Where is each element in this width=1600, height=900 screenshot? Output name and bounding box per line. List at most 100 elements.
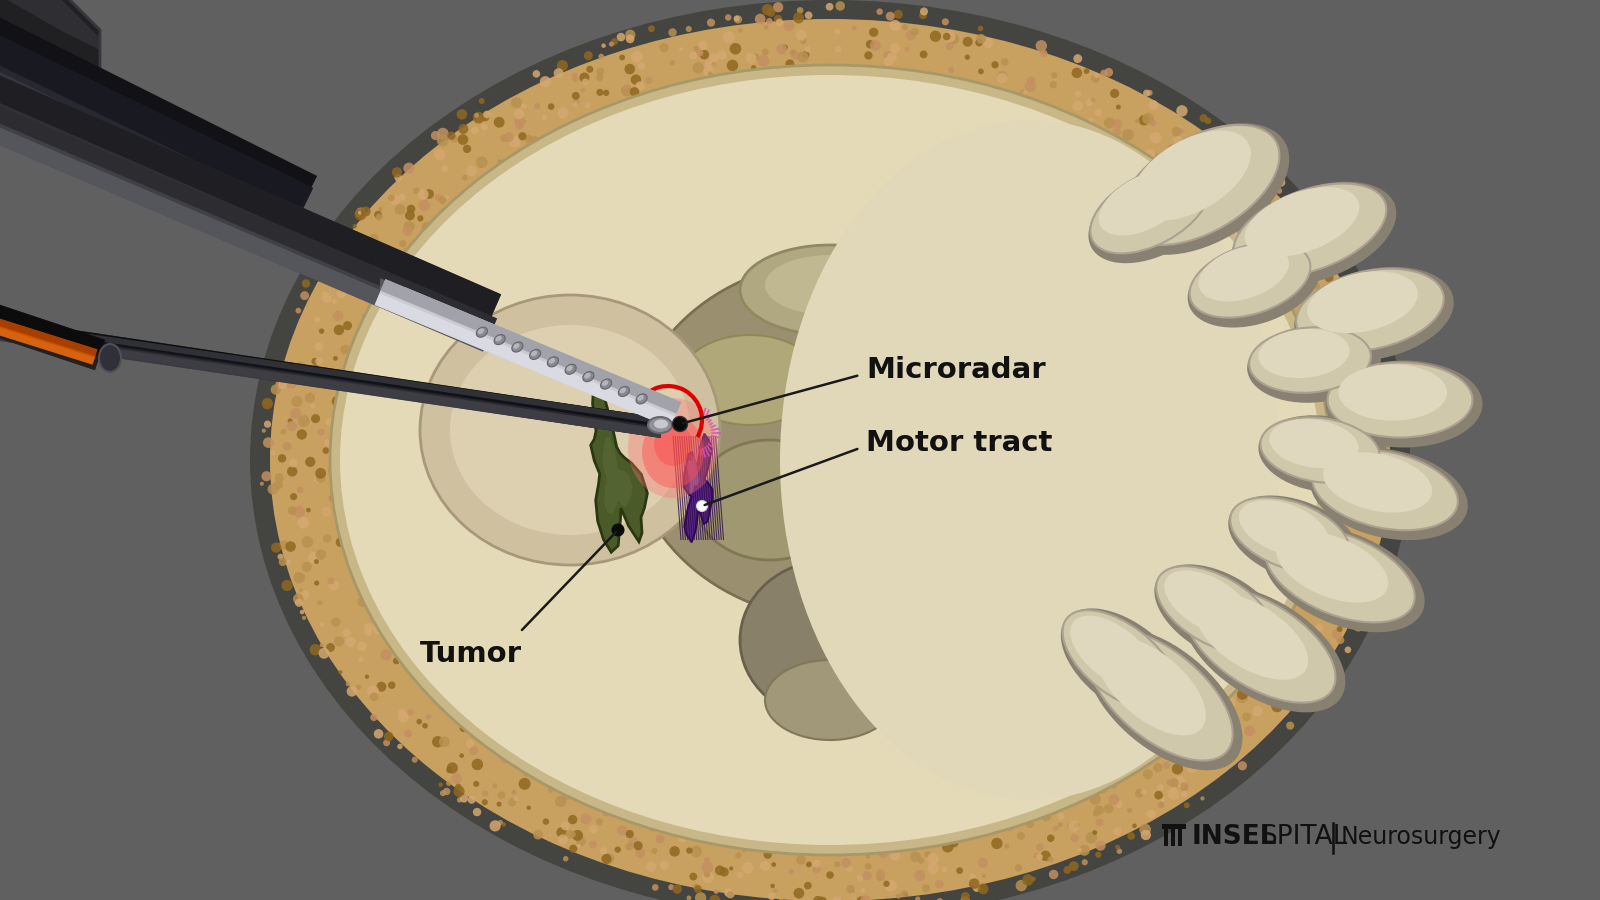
- Circle shape: [886, 52, 896, 62]
- Circle shape: [768, 892, 776, 900]
- Circle shape: [296, 308, 301, 313]
- Circle shape: [1349, 291, 1358, 302]
- Circle shape: [1226, 209, 1232, 215]
- Circle shape: [877, 872, 885, 881]
- Polygon shape: [0, 49, 296, 232]
- Circle shape: [715, 866, 725, 876]
- Circle shape: [454, 784, 461, 790]
- Circle shape: [694, 885, 702, 893]
- Ellipse shape: [419, 295, 720, 565]
- Circle shape: [358, 590, 365, 597]
- Circle shape: [416, 719, 422, 724]
- Circle shape: [320, 643, 323, 647]
- Ellipse shape: [1195, 593, 1309, 680]
- Circle shape: [1338, 462, 1344, 468]
- Circle shape: [346, 681, 350, 687]
- Circle shape: [944, 31, 955, 42]
- Circle shape: [1181, 791, 1187, 797]
- Ellipse shape: [765, 255, 894, 315]
- Ellipse shape: [648, 417, 672, 433]
- Ellipse shape: [549, 358, 555, 364]
- Circle shape: [456, 109, 467, 120]
- Circle shape: [323, 534, 331, 543]
- Circle shape: [315, 468, 326, 479]
- Circle shape: [717, 50, 726, 60]
- Circle shape: [877, 8, 883, 15]
- Circle shape: [1219, 726, 1229, 734]
- Circle shape: [638, 62, 645, 70]
- Circle shape: [1221, 174, 1230, 183]
- Circle shape: [805, 882, 811, 889]
- Circle shape: [646, 862, 656, 872]
- Circle shape: [725, 888, 733, 897]
- Ellipse shape: [531, 351, 538, 356]
- Circle shape: [1318, 568, 1325, 575]
- Circle shape: [618, 825, 627, 835]
- Circle shape: [501, 135, 507, 142]
- Circle shape: [331, 396, 342, 407]
- Circle shape: [763, 850, 771, 859]
- Circle shape: [285, 559, 291, 565]
- Circle shape: [1098, 784, 1107, 794]
- Circle shape: [1373, 403, 1378, 408]
- Circle shape: [842, 858, 851, 868]
- Circle shape: [699, 50, 709, 59]
- Circle shape: [630, 75, 642, 85]
- Circle shape: [1314, 248, 1318, 253]
- Circle shape: [1299, 622, 1307, 630]
- Ellipse shape: [1258, 328, 1349, 378]
- Circle shape: [928, 863, 939, 874]
- Ellipse shape: [1230, 498, 1350, 572]
- Circle shape: [1299, 653, 1307, 662]
- Circle shape: [686, 896, 691, 900]
- Circle shape: [1214, 202, 1221, 210]
- Circle shape: [1104, 130, 1110, 138]
- Circle shape: [278, 454, 286, 463]
- Circle shape: [1306, 245, 1310, 248]
- Circle shape: [901, 890, 907, 897]
- Circle shape: [651, 848, 658, 854]
- Circle shape: [805, 46, 811, 52]
- Circle shape: [555, 796, 566, 807]
- Circle shape: [403, 221, 414, 232]
- Ellipse shape: [1328, 363, 1472, 437]
- Circle shape: [1048, 856, 1053, 862]
- Polygon shape: [374, 293, 675, 428]
- Circle shape: [1245, 725, 1254, 736]
- Circle shape: [338, 264, 346, 271]
- Ellipse shape: [99, 344, 122, 372]
- Circle shape: [419, 200, 430, 212]
- Circle shape: [659, 860, 669, 869]
- Circle shape: [322, 293, 331, 303]
- Circle shape: [1382, 429, 1390, 437]
- Ellipse shape: [618, 386, 629, 397]
- Circle shape: [1330, 425, 1338, 431]
- Circle shape: [314, 580, 320, 586]
- Circle shape: [686, 26, 691, 32]
- Circle shape: [1160, 797, 1165, 802]
- Circle shape: [1027, 76, 1035, 86]
- Circle shape: [1141, 830, 1150, 840]
- Circle shape: [365, 628, 373, 636]
- Circle shape: [597, 68, 605, 76]
- Circle shape: [790, 50, 795, 56]
- Circle shape: [395, 204, 405, 215]
- Text: Neurosurgery: Neurosurgery: [1341, 825, 1502, 849]
- Circle shape: [709, 53, 718, 62]
- Ellipse shape: [637, 395, 643, 400]
- Circle shape: [984, 38, 994, 48]
- Circle shape: [1355, 342, 1360, 347]
- Circle shape: [270, 384, 282, 395]
- Circle shape: [856, 875, 864, 881]
- Circle shape: [624, 64, 635, 75]
- Circle shape: [918, 857, 925, 864]
- Circle shape: [875, 869, 885, 878]
- Circle shape: [451, 773, 462, 784]
- Circle shape: [440, 790, 446, 796]
- Circle shape: [1016, 880, 1027, 891]
- Circle shape: [306, 508, 310, 512]
- Circle shape: [866, 855, 870, 859]
- Circle shape: [483, 111, 491, 118]
- Circle shape: [418, 215, 424, 221]
- Circle shape: [835, 1, 845, 11]
